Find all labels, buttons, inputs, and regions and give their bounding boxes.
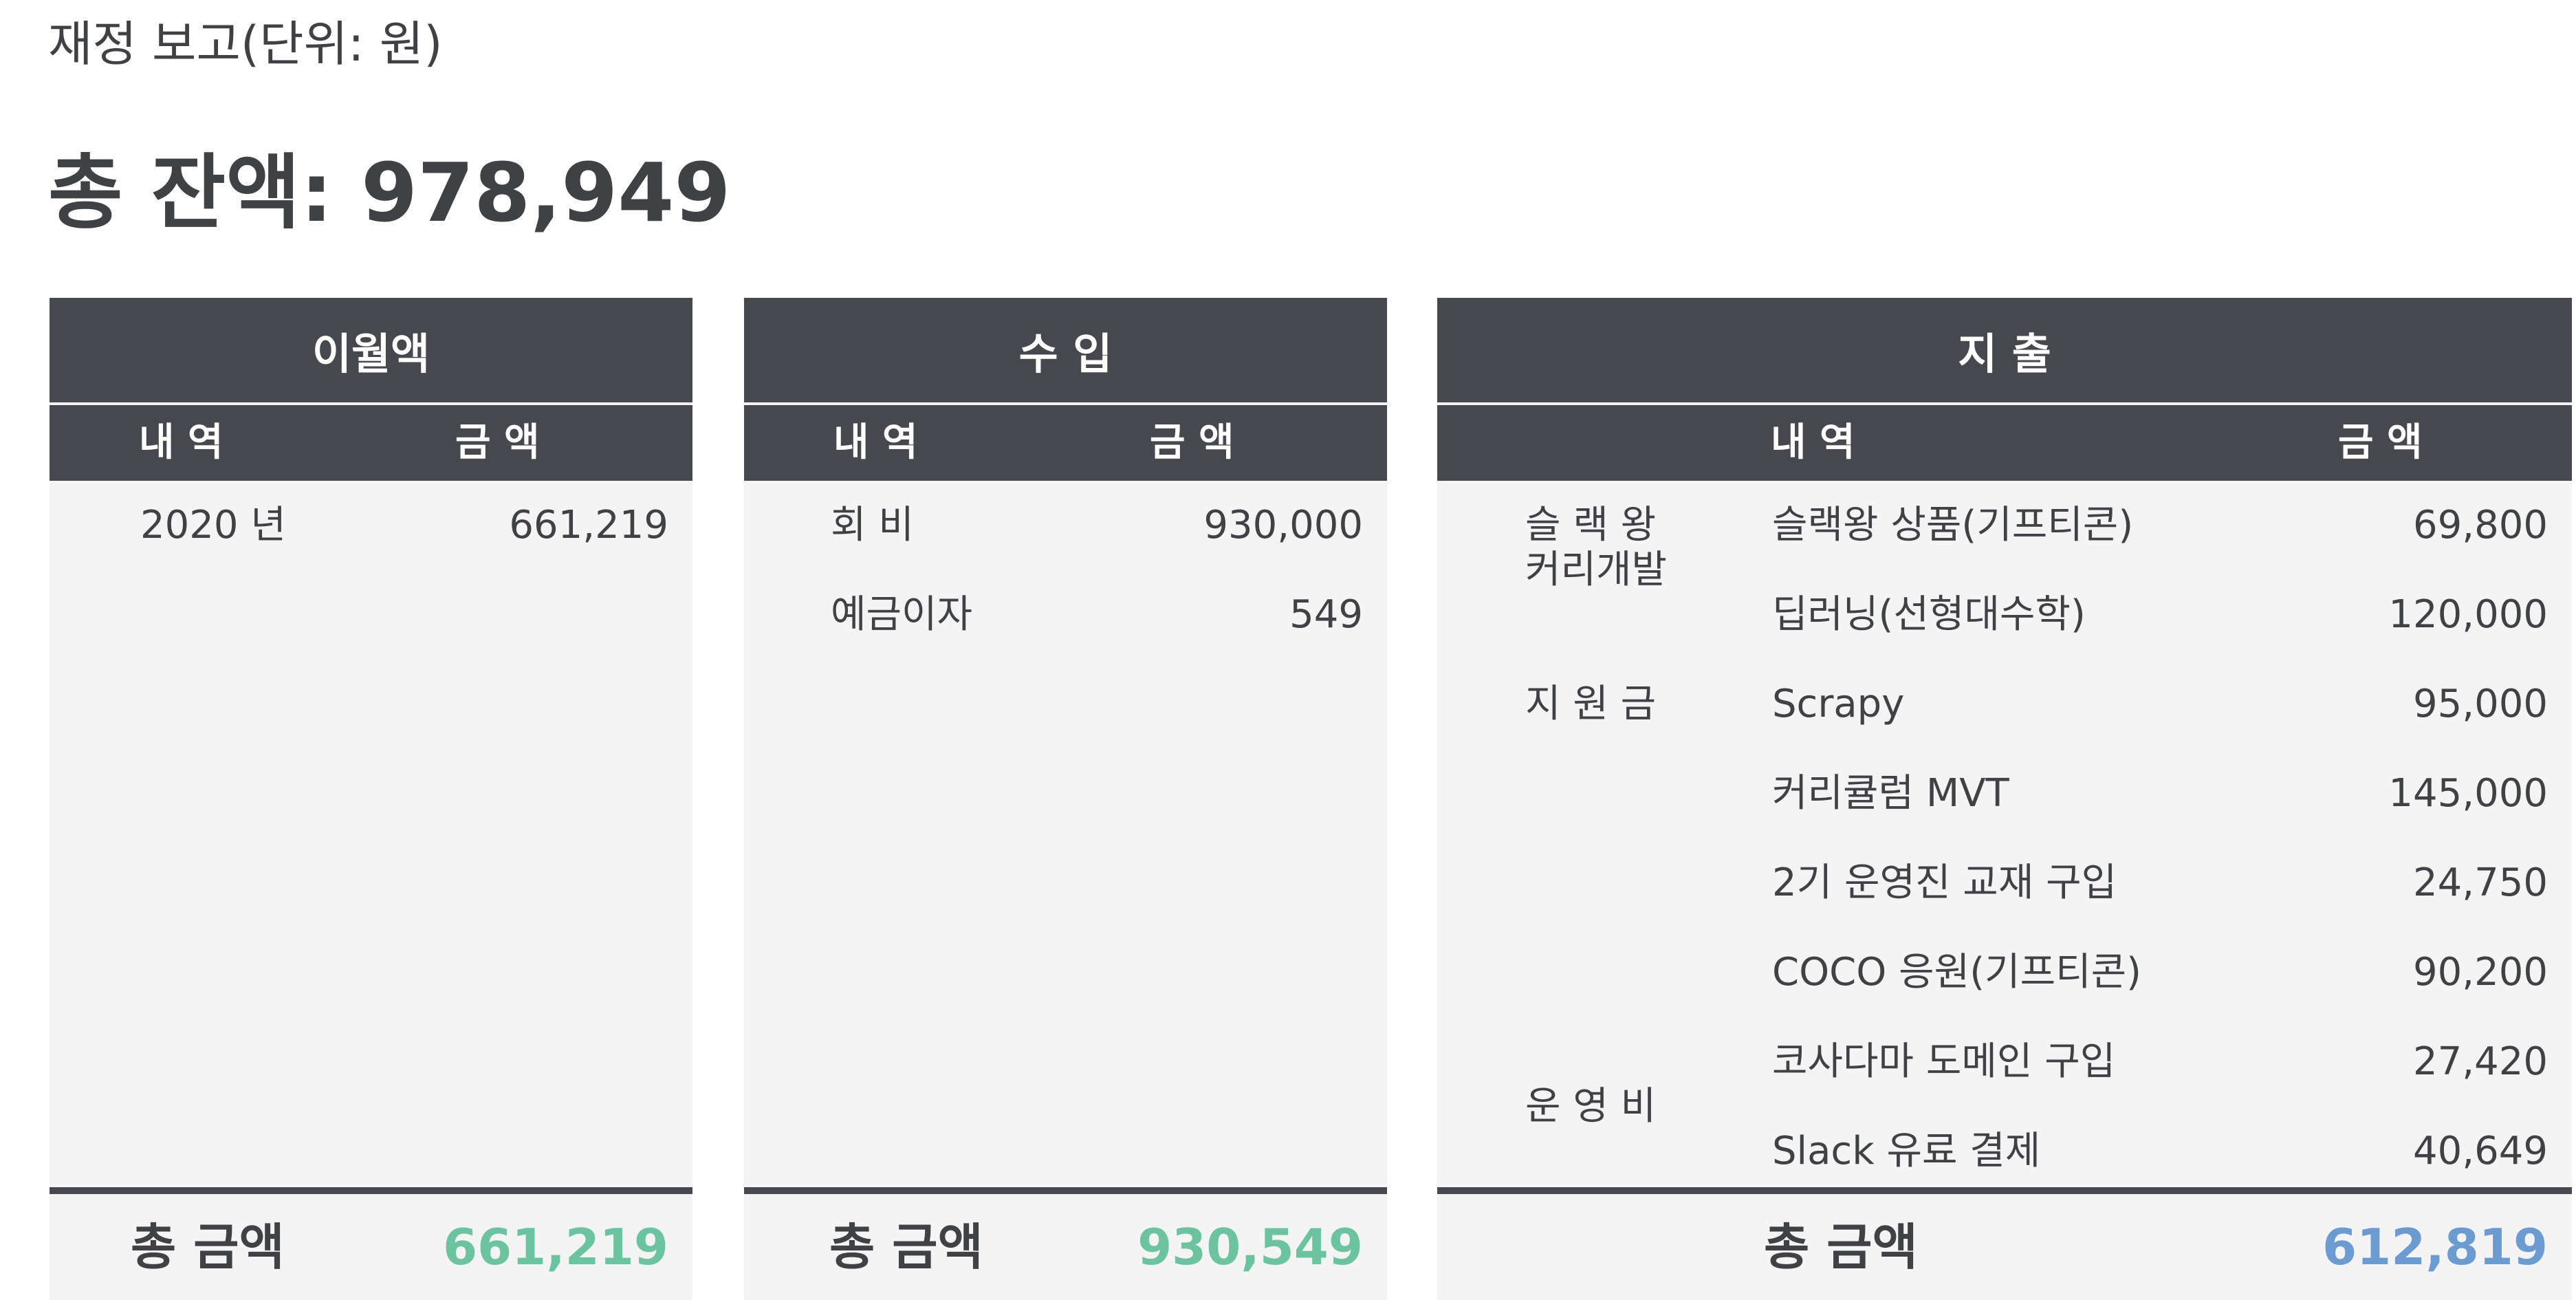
row-item: 코사다마 도메인 구입 <box>1772 1017 2115 1107</box>
total-value: 661,219 <box>443 1194 668 1300</box>
row-item: 2020 년 <box>140 481 286 570</box>
carryover-column-header: 내 역 금 액 <box>50 405 692 481</box>
divider <box>1437 1187 2572 1194</box>
expense-panel: 지 출 내 역 금 액 슬 랙 왕 커리개발 지 원 금 운 영 비 슬랙왕 상… <box>1437 298 2572 1300</box>
row-item: COCO 응원(기프티콘) <box>1772 928 2141 1017</box>
income-total-row: 총 금액 930,549 <box>744 1194 1387 1300</box>
table-row: COCO 응원(기프티콘) 90,200 <box>1437 928 2572 1017</box>
column-item-label: 내 역 <box>833 405 918 481</box>
table-row: 회 비 930,000 <box>744 481 1387 570</box>
column-amount-label: 금 액 <box>1150 405 1234 481</box>
table-row: 코사다마 도메인 구입 27,420 <box>1437 1017 2572 1107</box>
income-panel: 수 입 내 역 금 액 회 비 930,000 예금이자 549 총 금액 93… <box>744 298 1387 1300</box>
row-amount: 549 <box>1289 570 1363 660</box>
total-label: 총 금액 <box>131 1194 285 1300</box>
column-amount-label: 금 액 <box>2338 405 2423 481</box>
row-amount: 27,420 <box>2413 1017 2548 1107</box>
report-subtitle: 재정 보고(단위: 원) <box>48 10 443 78</box>
row-amount: 930,000 <box>1203 481 1363 570</box>
income-column-header: 내 역 금 액 <box>744 405 1387 481</box>
table-row: 2020 년 661,219 <box>50 481 692 570</box>
row-item: 딥러닝(선형대수학) <box>1772 570 2086 660</box>
row-amount: 661,219 <box>509 481 668 570</box>
divider <box>744 1187 1387 1194</box>
row-amount: 40,649 <box>2413 1107 2548 1196</box>
total-balance: 총 잔액: 978,949 <box>48 138 730 248</box>
row-item: Slack 유료 결제 <box>1772 1107 2040 1196</box>
row-amount: 145,000 <box>2388 749 2548 838</box>
table-row: 딥러닝(선형대수학) 120,000 <box>1437 570 2572 660</box>
expense-column-header: 내 역 금 액 <box>1437 405 2572 481</box>
total-label: 총 금액 <box>829 1194 983 1300</box>
column-item-label: 내 역 <box>1771 405 1855 481</box>
total-value: 612,819 <box>2322 1194 2548 1300</box>
expense-total-row: 총 금액 612,819 <box>1437 1194 2572 1300</box>
row-amount: 24,750 <box>2413 838 2548 928</box>
row-item: 슬랙왕 상품(기프티콘) <box>1772 481 2133 570</box>
total-value: 930,549 <box>1137 1194 1363 1300</box>
total-label: 총 금액 <box>1764 1194 1918 1300</box>
row-amount: 69,800 <box>2413 481 2548 570</box>
column-item-label: 내 역 <box>139 405 223 481</box>
table-row: 예금이자 549 <box>744 570 1387 660</box>
row-item: 커리큘럼 MVT <box>1772 749 2009 838</box>
carryover-total-row: 총 금액 661,219 <box>50 1194 692 1300</box>
expense-title: 지 출 <box>1437 298 2572 402</box>
row-amount: 95,000 <box>2413 660 2548 749</box>
table-row: Scrapy 95,000 <box>1437 660 2572 749</box>
column-amount-label: 금 액 <box>455 405 540 481</box>
table-row: 커리큘럼 MVT 145,000 <box>1437 749 2572 838</box>
row-item: 2기 운영진 교재 구입 <box>1772 838 2117 928</box>
table-row: 슬랙왕 상품(기프티콘) 69,800 <box>1437 481 2572 570</box>
income-title: 수 입 <box>744 298 1387 402</box>
row-amount: 90,200 <box>2413 928 2548 1017</box>
carryover-title: 이월액 <box>50 298 692 402</box>
row-item: 예금이자 <box>831 570 972 660</box>
table-row: Slack 유료 결제 40,649 <box>1437 1107 2572 1196</box>
carryover-panel: 이월액 내 역 금 액 2020 년 661,219 총 금액 661,219 <box>50 298 692 1300</box>
table-row: 2기 운영진 교재 구입 24,750 <box>1437 838 2572 928</box>
row-amount: 120,000 <box>2388 570 2548 660</box>
row-item: 회 비 <box>831 481 914 570</box>
row-item: Scrapy <box>1772 660 1904 749</box>
divider <box>50 1187 692 1194</box>
